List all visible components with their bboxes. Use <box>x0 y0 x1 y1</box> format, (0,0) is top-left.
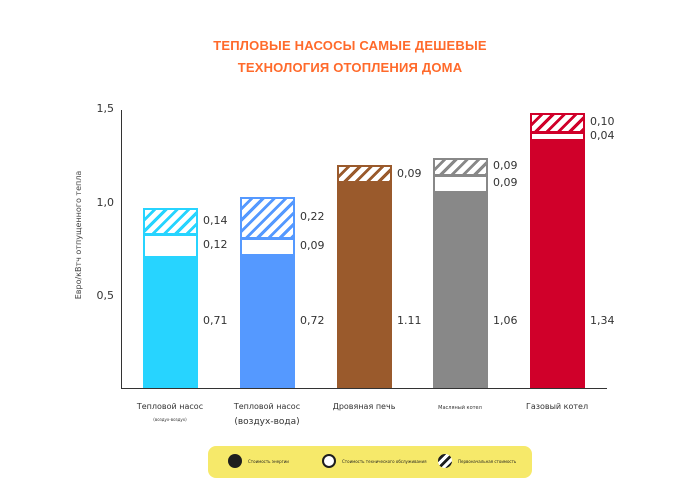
category-label-main: Тепловой насос <box>233 402 301 411</box>
category-label-sub: (воздух-воздух) <box>153 417 187 422</box>
y-axis <box>121 110 122 388</box>
y-tick-0-5: 0,5 <box>96 289 115 302</box>
legend: Стоимость энергии Стоимость технического… <box>208 446 532 478</box>
category-label-5: Газовый котел <box>502 402 612 411</box>
value-label-capital: 0,09 <box>397 166 422 180</box>
bar-segment-energy <box>337 182 392 388</box>
chart-title-line-1: ТЕПЛОВЫЕ НАСОСЫ САМЫЕ ДЕШЕВЫЕ <box>213 38 487 53</box>
value-label-maintenance: 0,04 <box>590 129 615 143</box>
x-axis <box>121 388 607 389</box>
legend-label-maintenance: Стоимость технического обслуживания <box>342 458 427 464</box>
bar-segment-capital <box>337 165 392 184</box>
filled-circle-icon <box>228 454 242 468</box>
value-label-capital: 0,10 <box>590 115 615 129</box>
value-label-maintenance: 0,09 <box>300 239 325 253</box>
bar-segment-energy <box>433 191 488 388</box>
hatched-circle-icon <box>438 454 452 468</box>
category-label-4: Масляный котел <box>405 405 515 411</box>
category-label-main: Дровяная печь <box>332 402 396 411</box>
value-label-energy: 1.11 <box>397 314 422 327</box>
category-label-main: Газовый котел <box>525 402 589 411</box>
value-label-maintenance: 0,12 <box>203 238 228 252</box>
category-label-sub: (воздух-вода) <box>234 417 300 427</box>
legend-label-capital: Первоначальная стоимость <box>458 458 517 464</box>
legend-item-energy: Стоимость энергии <box>228 453 289 469</box>
value-label-energy: 0,71 <box>203 314 228 327</box>
value-label-capital: 0,22 <box>300 210 325 224</box>
legend-item-capital: Первоначальная стоимость <box>438 453 516 469</box>
category-label-main: Масляный котел <box>438 405 482 411</box>
bar-segment-capital <box>530 113 585 133</box>
value-label-energy: 0,72 <box>300 314 325 327</box>
bar-segment-maintenance <box>530 132 585 140</box>
category-label-main: Тепловой насос <box>136 402 204 411</box>
bar-segment-capital <box>240 196 295 239</box>
bar-segment-maintenance <box>433 174 488 192</box>
bar-segment-energy <box>240 254 295 388</box>
category-label-1: Тепловой насос (воздух-воздух) <box>115 402 225 422</box>
chart-title-line-2: ТЕХНОЛОГИЯ ОТОПЛЕНИЯ ДОМА <box>237 60 463 75</box>
bar-segment-maintenance <box>143 234 198 257</box>
category-label-2: Тепловой насос (воздух-вода) <box>212 402 322 427</box>
category-label-3: Дровяная печь <box>309 402 419 411</box>
legend-label-energy: Стоимость энергии <box>248 458 289 464</box>
bar-segment-capital <box>433 157 488 176</box>
bar-segment-energy <box>143 256 198 388</box>
bar-segment-maintenance <box>240 237 295 255</box>
y-tick-1-5: 1,5 <box>96 102 115 115</box>
value-label-maintenance: 0,09 <box>493 176 518 190</box>
bar-segment-capital <box>143 208 198 236</box>
value-label-capital: 0,09 <box>493 159 518 173</box>
value-label-capital: 0,14 <box>203 214 228 228</box>
empty-circle-icon <box>322 454 336 468</box>
bar-segment-energy <box>530 139 585 388</box>
value-label-energy: 1,06 <box>493 314 518 327</box>
y-tick-1-0: 1,0 <box>96 196 115 209</box>
value-label-energy: 1,34 <box>590 314 615 327</box>
legend-item-maintenance: Стоимость технического обслуживания <box>322 453 427 469</box>
